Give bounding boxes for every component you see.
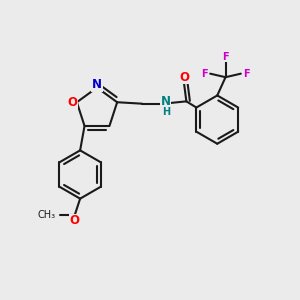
Text: F: F: [222, 52, 229, 61]
Text: N: N: [92, 78, 102, 91]
Text: H: H: [162, 107, 170, 117]
Text: O: O: [179, 71, 189, 84]
Text: F: F: [202, 69, 208, 79]
Text: O: O: [70, 214, 80, 227]
Text: CH₃: CH₃: [38, 210, 56, 220]
Text: N: N: [161, 95, 171, 108]
Text: F: F: [243, 69, 249, 79]
Text: O: O: [68, 96, 77, 109]
